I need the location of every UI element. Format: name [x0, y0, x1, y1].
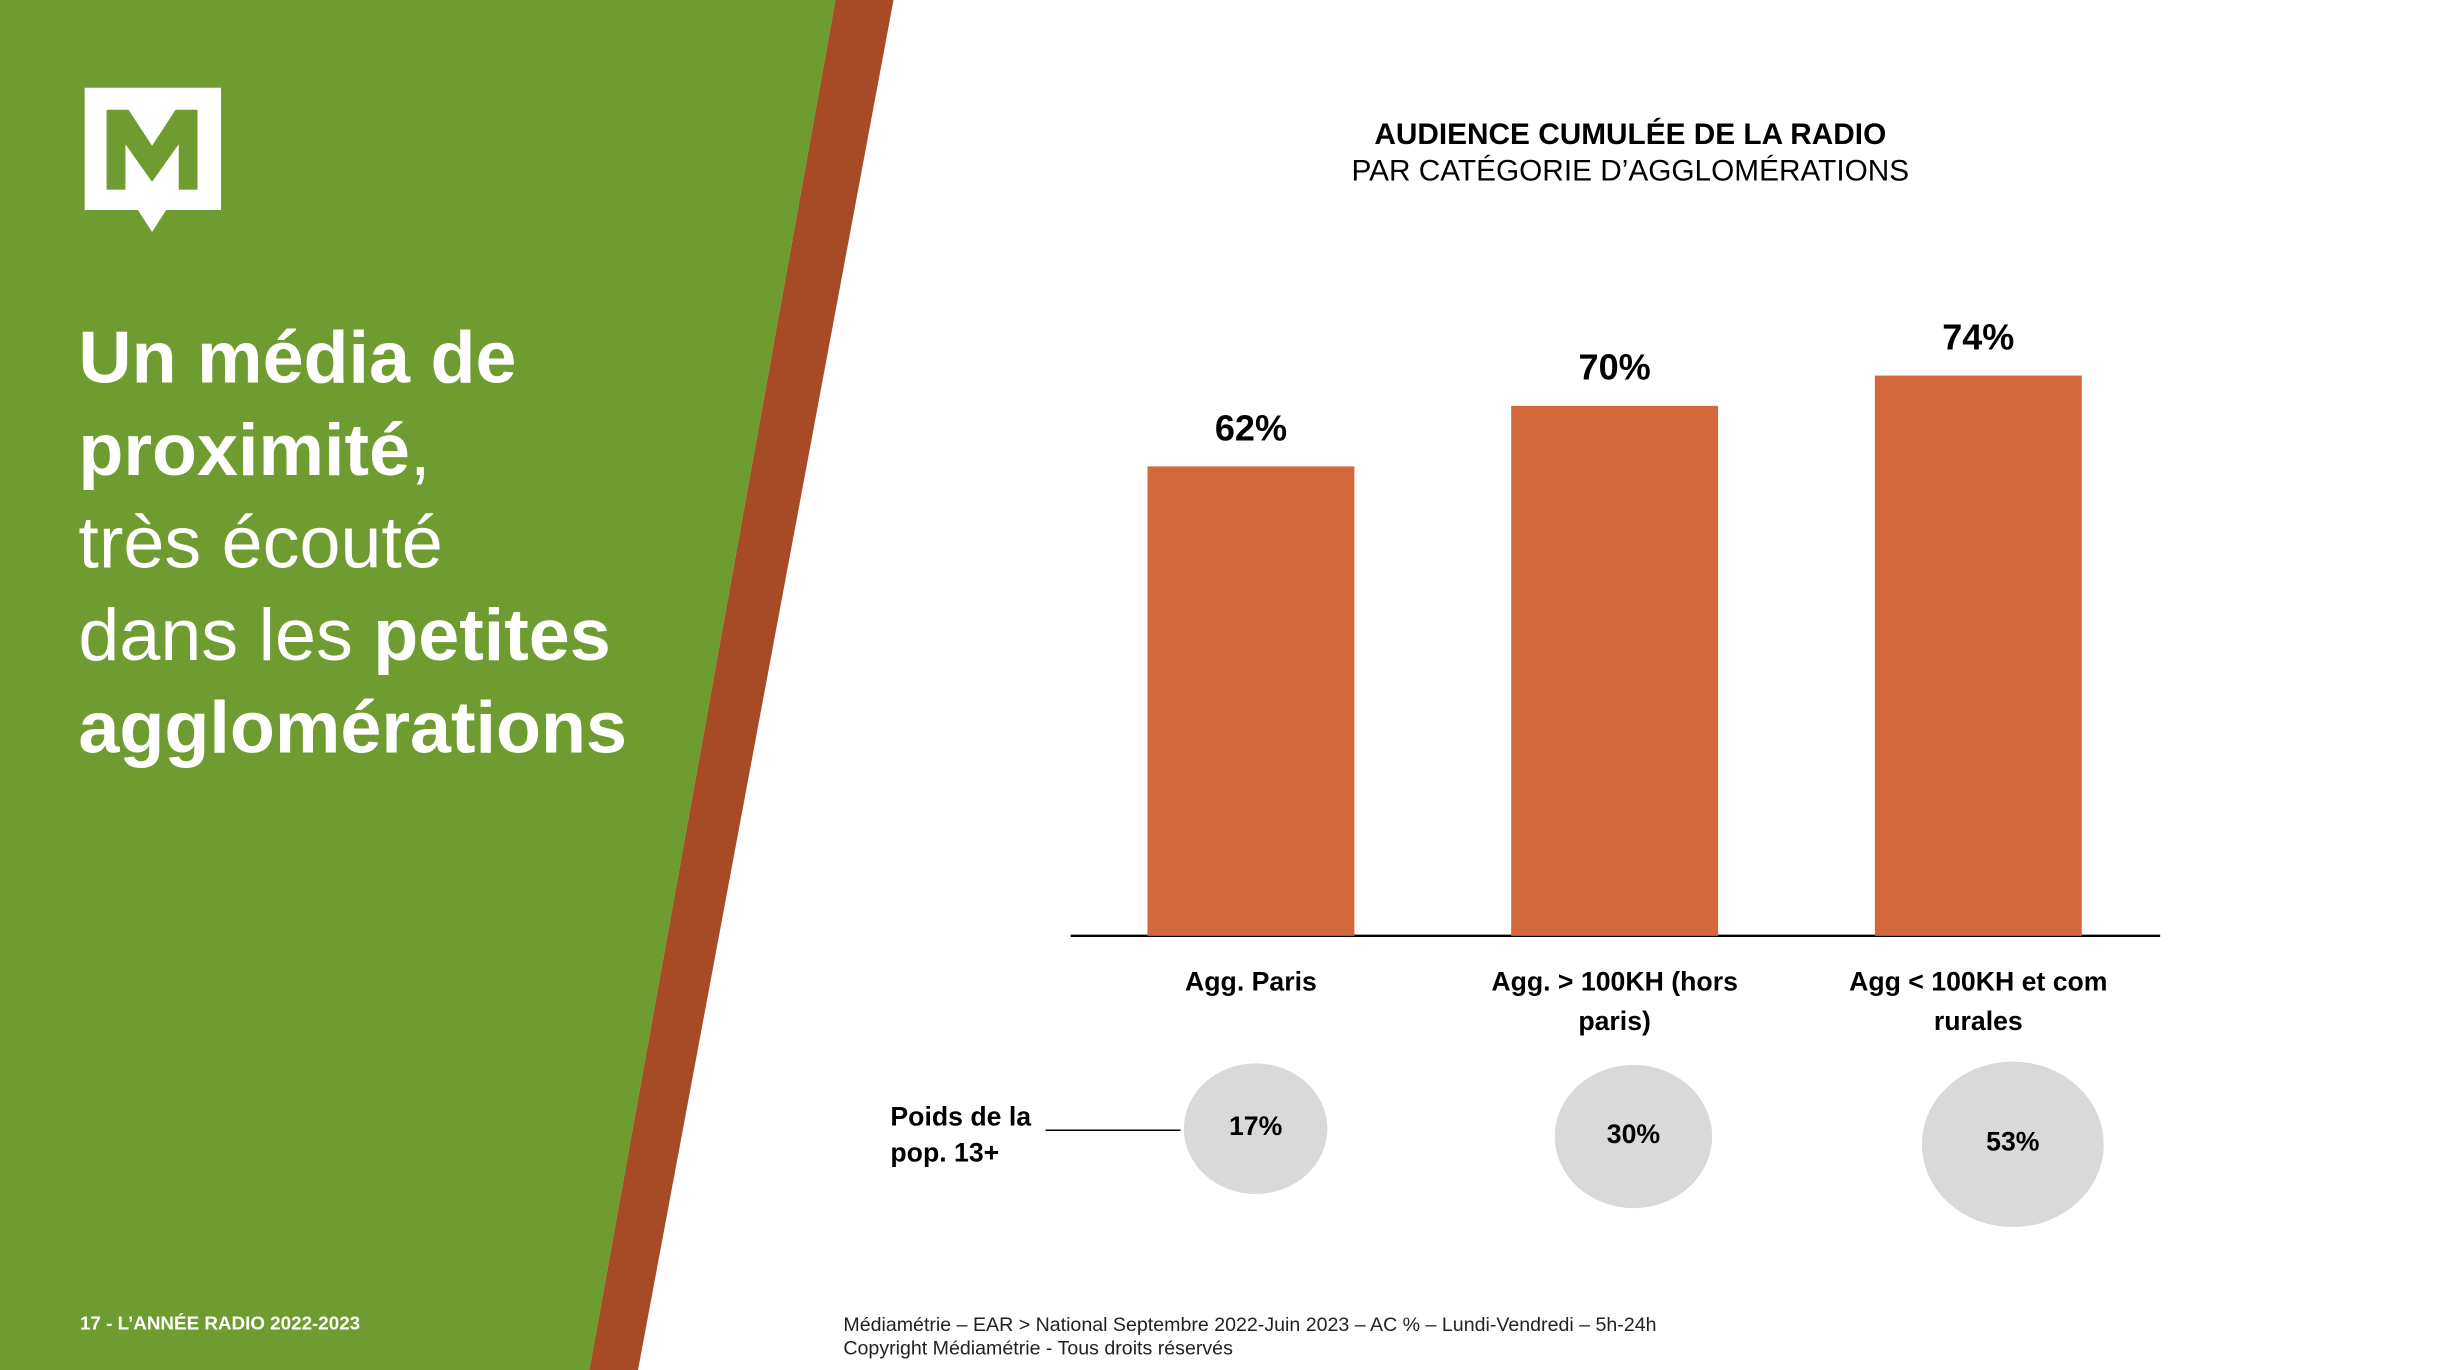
- bar: [1874, 375, 2082, 936]
- headline-line: agglomérations: [78, 680, 627, 772]
- weight-value-label: 30%: [1606, 1119, 1661, 1150]
- chart-title: AUDIENCE CUMULÉE DE LA RADIO: [1374, 119, 1887, 153]
- weight-circle: [1183, 1063, 1328, 1194]
- headline-segment: petites: [373, 592, 611, 676]
- copyright: Copyright Médiamétrie - Tous droits rése…: [843, 1337, 1233, 1360]
- headline-line: proximité,: [78, 403, 627, 495]
- chart-subtitle: PAR CATÉGORIE D’AGGLOMÉRATIONS: [1351, 155, 1910, 189]
- bar: [1511, 405, 1719, 936]
- headline-segment: agglomérations: [78, 685, 627, 769]
- category-label: Agg < 100KH et com rurales: [1849, 967, 2108, 1037]
- value-label: 74%: [1942, 315, 2015, 357]
- headline-segment: proximité: [78, 407, 411, 491]
- side-panel: [0, 0, 836, 1370]
- value-label: 62%: [1214, 406, 1288, 448]
- headline: Un média de proximité, très écouté dans les…: [78, 310, 627, 772]
- weight-circle: [1921, 1061, 2104, 1228]
- headline-line: très écouté: [78, 495, 627, 587]
- headline-segment: dans les: [78, 592, 374, 676]
- weight-label: Poids de la pop. 13+: [890, 1102, 1032, 1168]
- logo: [84, 87, 222, 233]
- source: Médiamétrie – EAR > National Septembre 2…: [843, 1313, 1657, 1336]
- bar: [1147, 466, 1355, 936]
- category-label: Agg. > 100KH (hors paris): [1491, 967, 1738, 1037]
- category-label: Agg. Paris: [1185, 967, 1317, 997]
- weight-value-label: 17%: [1228, 1111, 1283, 1142]
- accent-stripe: [589, 0, 894, 1370]
- headline-line: dans les petites: [78, 588, 627, 680]
- weight-value-label: 53%: [1986, 1127, 2040, 1157]
- value-label: 70%: [1578, 346, 1651, 388]
- headline-segment: ,: [410, 407, 431, 491]
- headline-segment: très écouté: [78, 500, 443, 584]
- page-footer: 17 - L’ANNÉE RADIO 2022-2023: [79, 1312, 361, 1335]
- headline-segment: Un média de: [78, 315, 517, 399]
- headline-line: Un média de: [78, 310, 627, 402]
- weight-circle: [1554, 1064, 1713, 1209]
